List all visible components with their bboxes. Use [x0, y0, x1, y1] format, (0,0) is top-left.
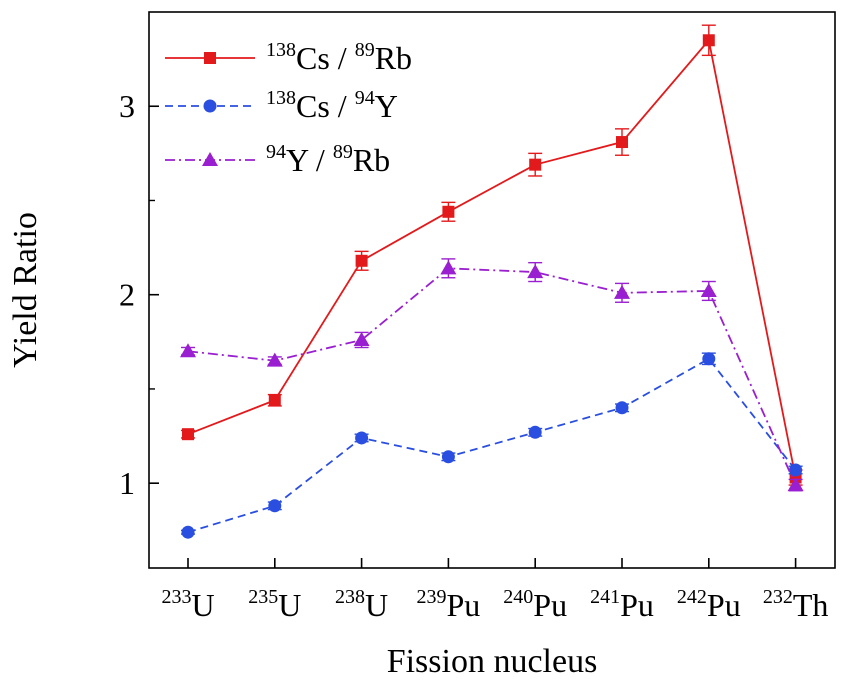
- legend-sup: 94: [266, 141, 286, 163]
- data-point-square: [529, 158, 542, 171]
- x-tick-mass: 232: [763, 586, 793, 608]
- legend-label: 138Cs / 94Y: [266, 87, 398, 124]
- series-line: [187, 267, 797, 486]
- series-line: [187, 357, 797, 534]
- data-point-circle: [441, 450, 455, 464]
- series-line: [187, 38, 797, 478]
- legend-element: Y: [286, 142, 309, 178]
- data-point-circle: [268, 499, 282, 513]
- series-layer: [180, 24, 804, 539]
- x-tick-label-240pu: 240Pu: [503, 586, 567, 623]
- x-tick-label-241pu: 241Pu: [590, 586, 654, 623]
- x-tick-mass: 238: [335, 586, 365, 608]
- legend-separator: /: [308, 142, 333, 178]
- x-tick-label-232th: 232Th: [763, 586, 829, 623]
- x-tick-label-238u: 238U: [335, 586, 388, 623]
- data-point-triangle: [440, 260, 457, 275]
- data-point-circle: [702, 352, 716, 366]
- x-tick-label-233u: 233U: [161, 586, 214, 623]
- data-point-square: [355, 254, 368, 267]
- data-point-circle: [615, 401, 629, 415]
- data-point-circle: [528, 425, 542, 439]
- x-tick-element: Pu: [620, 587, 654, 623]
- x-tick-label-239pu: 239Pu: [417, 586, 481, 623]
- y-tick-label: 2: [119, 277, 135, 313]
- data-point-circle: [181, 525, 195, 539]
- legend-separator: /: [330, 88, 355, 124]
- x-tick-element: Th: [793, 587, 829, 623]
- legend-entry-circle: 138Cs / 94Y: [165, 87, 398, 124]
- data-point-triangle: [180, 343, 196, 358]
- x-tick-mass: 241: [590, 586, 620, 608]
- legend-element: Y: [375, 88, 398, 124]
- legend-sup: 89: [355, 39, 375, 61]
- legend-separator: /: [330, 40, 355, 76]
- legend-element: Cs: [296, 40, 330, 76]
- legend-element: Cs: [296, 88, 330, 124]
- legend-marker-circle: [203, 99, 217, 113]
- legend-entry-square: 138Cs / 89Rb: [165, 39, 412, 76]
- x-tick-mass: 235: [248, 586, 278, 608]
- data-point-triangle: [787, 477, 804, 492]
- legend-label: 138Cs / 89Rb: [266, 39, 412, 76]
- x-tick-element: U: [191, 587, 214, 623]
- data-point-square: [702, 34, 715, 47]
- data-point-triangle: [614, 284, 630, 299]
- data-point-square: [268, 394, 281, 407]
- data-point-circle: [355, 431, 369, 445]
- x-tick-element: U: [365, 587, 388, 623]
- legend-label: 94Y / 89Rb: [266, 141, 390, 178]
- legend-sup: 138: [266, 87, 296, 109]
- x-tick-mass: 239: [417, 586, 447, 608]
- x-axis-label: Fission nucleus: [387, 643, 598, 680]
- data-point-square: [616, 136, 628, 149]
- data-point-triangle: [353, 331, 370, 346]
- series-circle: [181, 352, 803, 539]
- x-tick-element: Pu: [707, 587, 741, 623]
- legend-sup: 89: [333, 141, 353, 163]
- x-tick-mass: 242: [677, 586, 707, 608]
- data-point-circle: [789, 463, 803, 477]
- data-point-square: [182, 428, 194, 441]
- x-tick-label-242pu: 242Pu: [677, 586, 741, 623]
- x-tick-element: Pu: [447, 587, 481, 623]
- x-tick-element: Pu: [533, 587, 567, 623]
- legend-sup: 94: [355, 87, 375, 109]
- y-axis-label: Yield Ratio: [7, 212, 44, 368]
- plot-frame: [148, 11, 836, 569]
- x-tick-element: U: [278, 587, 301, 623]
- x-tick-label-235u: 235U: [248, 586, 301, 623]
- x-tick-mass: 240: [503, 586, 533, 608]
- data-point-triangle: [266, 352, 283, 367]
- y-tick-label: 3: [119, 88, 135, 124]
- legend-marker-triangle: [202, 152, 218, 166]
- x-tick-mass: 233: [161, 586, 191, 608]
- data-point-triangle: [527, 264, 544, 279]
- legend-marker-square: [204, 52, 216, 64]
- legend-entry-triangle: 94Y / 89Rb: [165, 141, 390, 178]
- y-tick-label: 1: [119, 465, 135, 501]
- legend-element: Rb: [353, 142, 390, 178]
- legend-element: Rb: [375, 40, 412, 76]
- series-triangle: [180, 258, 804, 492]
- legend-sup: 138: [266, 39, 296, 61]
- data-point-triangle: [700, 282, 717, 297]
- data-point-square: [442, 205, 455, 218]
